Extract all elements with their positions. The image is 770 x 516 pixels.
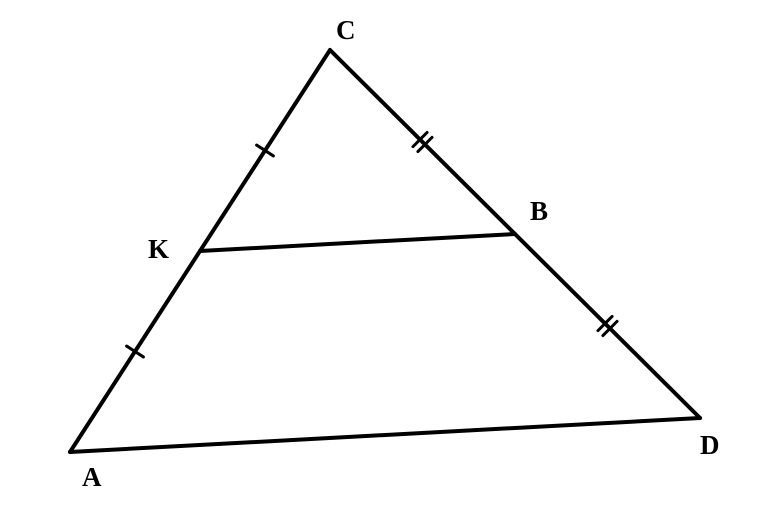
label-D: D	[700, 430, 720, 461]
label-B: B	[530, 196, 548, 227]
label-A: A	[82, 462, 102, 493]
triangle-diagram	[0, 0, 770, 516]
label-C: C	[336, 15, 356, 46]
label-K: K	[148, 234, 169, 265]
